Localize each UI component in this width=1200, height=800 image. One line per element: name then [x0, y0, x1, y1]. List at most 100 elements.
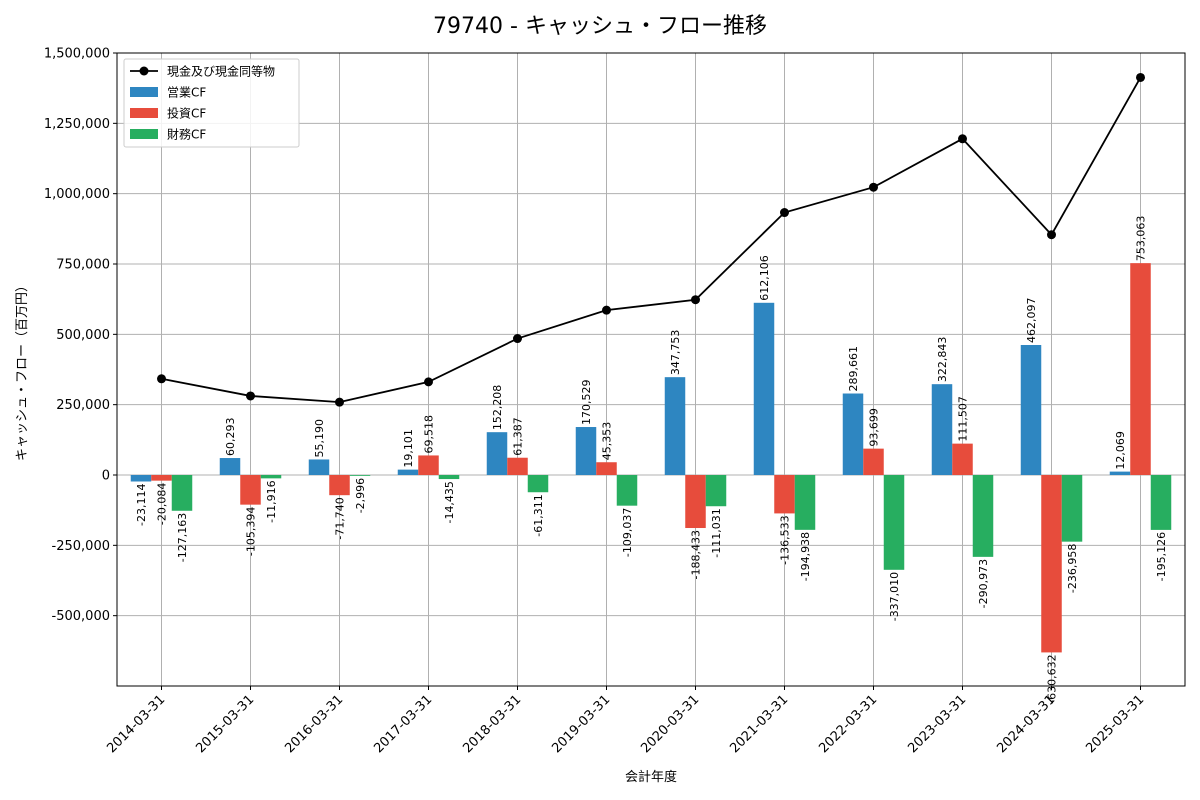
legend-bar-swatch	[130, 108, 158, 118]
financing-cf-bar	[883, 475, 905, 570]
investing-cf-bar	[418, 455, 439, 475]
y-tick-label: 0	[102, 469, 110, 484]
operating-cf-value-label: 60,293	[224, 418, 237, 457]
investing-cf-value-label: 61,387	[512, 417, 525, 456]
cash-line-point	[1136, 72, 1145, 82]
legend-label: 営業CF	[167, 86, 206, 100]
operating-cf-value-label: -23,114	[135, 484, 148, 526]
investing-cf-bar	[329, 475, 350, 496]
y-tick-label: -250,000	[52, 539, 110, 554]
investing-cf-value-label: -188,433	[690, 530, 703, 579]
financing-cf-bar	[1061, 475, 1083, 542]
operating-cf-bar	[753, 302, 775, 475]
cash-line-point	[513, 334, 522, 344]
y-tick-label: 250,000	[56, 398, 110, 413]
financing-cf-bar	[616, 475, 638, 506]
financing-cf-bar	[1150, 475, 1172, 530]
y-tick-label: 1,500,000	[44, 47, 110, 62]
operating-cf-bar	[842, 393, 864, 475]
cash-line-path	[161, 77, 1142, 404]
y-axis-title: キャッシュ・フロー（百万円）	[15, 279, 30, 461]
operating-cf-value-label: 322,843	[936, 337, 949, 383]
investing-cf-value-label: 111,507	[957, 396, 970, 442]
operating-cf-bar	[308, 459, 330, 475]
financing-cf-value-label: -337,010	[888, 572, 901, 621]
financing-cf-value-label: -194,938	[799, 532, 812, 581]
y-tick-label: 1,250,000	[44, 117, 110, 132]
y-tick-label: 750,000	[56, 258, 110, 273]
financing-cf-value-label: -127,163	[176, 513, 189, 562]
operating-cf-bar	[931, 384, 953, 475]
investing-cf-bar	[507, 457, 528, 475]
financing-cf-value-label: -11,916	[265, 480, 278, 522]
cash-line-point	[958, 134, 967, 144]
cash-line	[157, 72, 1145, 407]
financing-cf-bar	[794, 475, 816, 530]
operating-cf-bar	[397, 469, 419, 475]
operating-cf-value-label: 55,190	[313, 419, 326, 458]
financing-cf-value-label: -61,311	[532, 494, 545, 536]
legend-label: 投資CF	[167, 106, 206, 121]
financing-cf-value-label: -111,031	[710, 508, 723, 557]
chart-title: 79740 - キャッシュ・フロー推移	[433, 14, 767, 39]
investing-cf-value-label: -71,740	[334, 497, 347, 539]
investing-cf-value-label: 93,699	[868, 408, 881, 447]
cash-line-point	[691, 295, 700, 305]
investing-cf-value-label: -630,632	[1046, 654, 1059, 703]
financing-cf-bar	[527, 475, 549, 493]
operating-cf-value-label: 12,069	[1114, 431, 1127, 470]
operating-cf-value-label: 289,661	[847, 346, 860, 392]
operating-cf-value-label: 347,753	[669, 330, 682, 376]
operating-cf-value-label: 612,106	[758, 255, 771, 301]
investing-cf-value-label: 753,063	[1135, 216, 1148, 262]
investing-cf-value-label: 69,518	[423, 415, 436, 454]
operating-cf-value-label: 462,097	[1025, 297, 1038, 343]
financing-cf-bar	[260, 475, 282, 479]
investing-cf-bar	[685, 475, 706, 529]
cash-line-point	[246, 391, 255, 401]
operating-cf-bar	[575, 427, 597, 475]
investing-cf-value-label: -136,533	[779, 515, 792, 564]
y-tick-label: 1,000,000	[44, 187, 110, 202]
financing-cf-value-label: -290,973	[977, 559, 990, 608]
operating-cf-value-label: 19,101	[402, 429, 415, 468]
investing-cf-bar	[1130, 263, 1151, 475]
operating-cf-bar	[664, 377, 686, 475]
x-axis-title: 会計年度	[625, 769, 677, 785]
financing-cf-value-label: -195,126	[1155, 532, 1168, 581]
operating-cf-value-label: 152,208	[491, 385, 504, 431]
financing-cf-value-label: -236,958	[1066, 544, 1079, 593]
financing-cf-bar	[972, 475, 994, 557]
financing-cf-value-label: -2,996	[354, 478, 367, 513]
cash-line-point	[602, 305, 611, 315]
y-tick-label: 500,000	[56, 328, 110, 343]
financing-cf-bar	[438, 475, 460, 480]
investing-cf-bar	[1041, 475, 1062, 653]
legend-bar-swatch	[130, 129, 158, 139]
legend-bar-swatch	[130, 87, 158, 97]
cash-line-point	[157, 374, 166, 384]
financing-cf-value-label: -14,435	[443, 481, 456, 523]
cash-line-point	[1047, 230, 1056, 240]
investing-cf-bar	[151, 475, 172, 481]
financing-cf-bar	[171, 475, 193, 511]
financing-cf-bar	[349, 475, 371, 476]
legend-box	[123, 58, 300, 148]
cash-line-point	[335, 397, 344, 407]
operating-cf-bar	[1020, 344, 1042, 475]
financing-cf-bar	[705, 475, 727, 507]
investing-cf-value-label: -105,394	[245, 507, 258, 556]
operating-cf-bar	[130, 475, 152, 482]
operating-cf-bar	[1109, 471, 1131, 475]
operating-cf-bar	[219, 458, 241, 475]
legend-label: 財務CF	[167, 127, 206, 142]
operating-cf-value-label: 170,529	[580, 380, 593, 426]
investing-cf-value-label: 45,353	[601, 422, 614, 461]
y-axis-ticks: -500,000 -250,000 0 250,000 500,000 750,000 1,…	[44, 47, 117, 624]
legend-label: 現金及び現金同等物	[167, 64, 275, 79]
legend-line-marker	[139, 66, 149, 76]
cash-line-point	[780, 208, 789, 218]
financing-cf-value-label: -109,037	[621, 508, 634, 557]
